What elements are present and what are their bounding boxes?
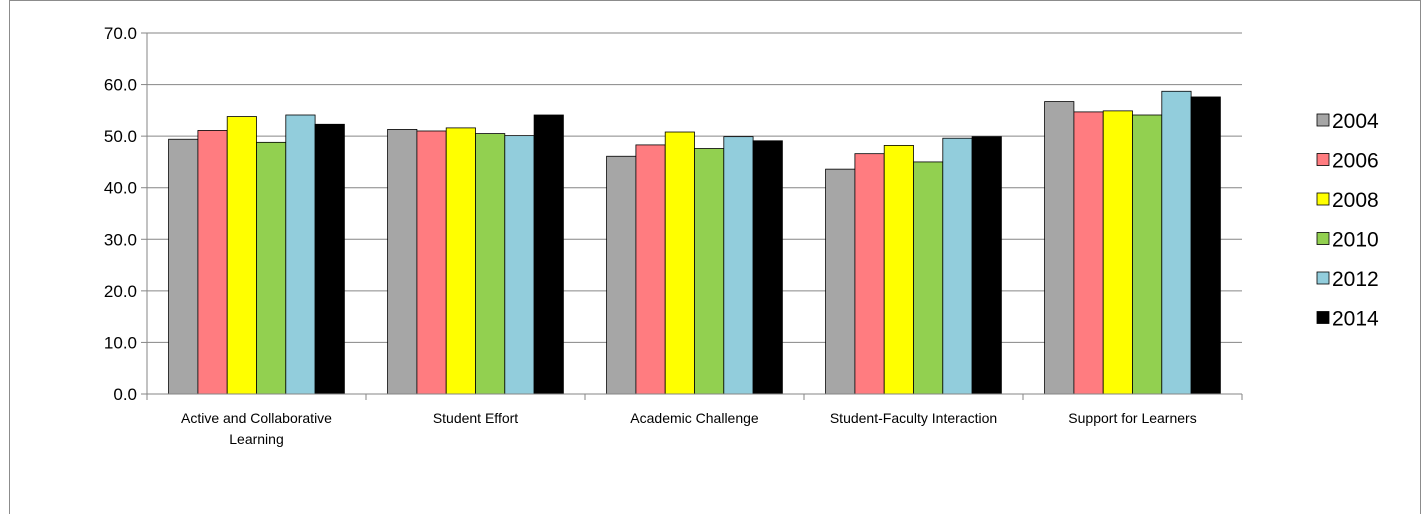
- bar-2012: [285, 114, 316, 395]
- y-tick-label: 20.0: [104, 282, 137, 301]
- bar-2004: [1044, 101, 1075, 395]
- bar-2006: [854, 153, 885, 395]
- legend-label: 2010: [1332, 229, 1379, 252]
- bar-2004: [825, 168, 856, 395]
- y-tick-label: 40.0: [104, 179, 137, 198]
- bar-2012: [942, 137, 973, 395]
- bar-2012: [504, 135, 535, 395]
- x-tick-label: Support for Learners: [1068, 410, 1196, 426]
- x-tick-label: Active and Collaborative: [181, 410, 332, 426]
- bar-2008: [445, 127, 476, 395]
- legend-label: 2006: [1332, 150, 1379, 173]
- legend-label: 2008: [1332, 189, 1379, 212]
- x-tick-label: Academic Challenge: [630, 410, 759, 426]
- bar-2012: [1161, 90, 1192, 395]
- legend-swatch-2006: [1316, 153, 1330, 166]
- bar-2014: [314, 123, 345, 395]
- legend-swatch-2012: [1316, 271, 1330, 285]
- y-tick-label: 70.0: [104, 24, 137, 43]
- axes: [141, 32, 1243, 400]
- y-tick-label: 10.0: [104, 333, 137, 352]
- y-tick-label: 60.0: [104, 76, 137, 95]
- x-tick-label: Student Effort: [433, 410, 518, 426]
- bars: [168, 90, 1221, 395]
- bar-2014: [752, 140, 783, 395]
- bar-2010: [694, 148, 725, 395]
- bar-2008: [883, 145, 914, 395]
- bar-2010: [1132, 114, 1163, 395]
- bar-2006: [1073, 111, 1104, 395]
- y-tick-label: 50.0: [104, 127, 137, 146]
- x-tick-label: Learning: [229, 431, 284, 447]
- legend-swatch-2010: [1316, 232, 1330, 245]
- bar-2014: [533, 114, 564, 395]
- bar-2006: [197, 130, 228, 395]
- bar-2014: [1190, 96, 1221, 395]
- legend-label: 2004: [1332, 110, 1379, 133]
- bar-2008: [1102, 110, 1133, 395]
- legend-swatch-2008: [1316, 192, 1330, 206]
- legend-swatch-2014: [1316, 311, 1330, 324]
- legend-label: 2014: [1332, 308, 1379, 331]
- bar-2008: [664, 131, 695, 395]
- legend-swatch-2004: [1316, 113, 1330, 127]
- bar-2014: [971, 136, 1002, 395]
- bar-2006: [635, 144, 666, 395]
- bar-2012: [723, 136, 754, 395]
- y-tick-label: 30.0: [104, 230, 137, 249]
- legend: 2004 2006 2008 2010 2012 2014: [1316, 110, 1379, 331]
- bar-2010: [256, 141, 287, 395]
- bar-2004: [168, 138, 199, 395]
- bar-2010: [913, 161, 944, 395]
- bar-2008: [226, 116, 257, 395]
- y-tick-labels: 0.0 10.0 20.0 30.0 40.0 50.0 60.0 70.0: [104, 24, 137, 404]
- bar-2010: [475, 133, 506, 395]
- bar-2004: [387, 129, 418, 395]
- y-tick-label: 0.0: [113, 385, 137, 404]
- bar-2004: [606, 155, 637, 395]
- x-tick-labels: Active and Collaborative Learning Student …: [181, 410, 1197, 447]
- x-tick-label: Student-Faculty Interaction: [830, 410, 997, 426]
- bar-2006: [416, 130, 447, 395]
- legend-label: 2012: [1332, 268, 1379, 291]
